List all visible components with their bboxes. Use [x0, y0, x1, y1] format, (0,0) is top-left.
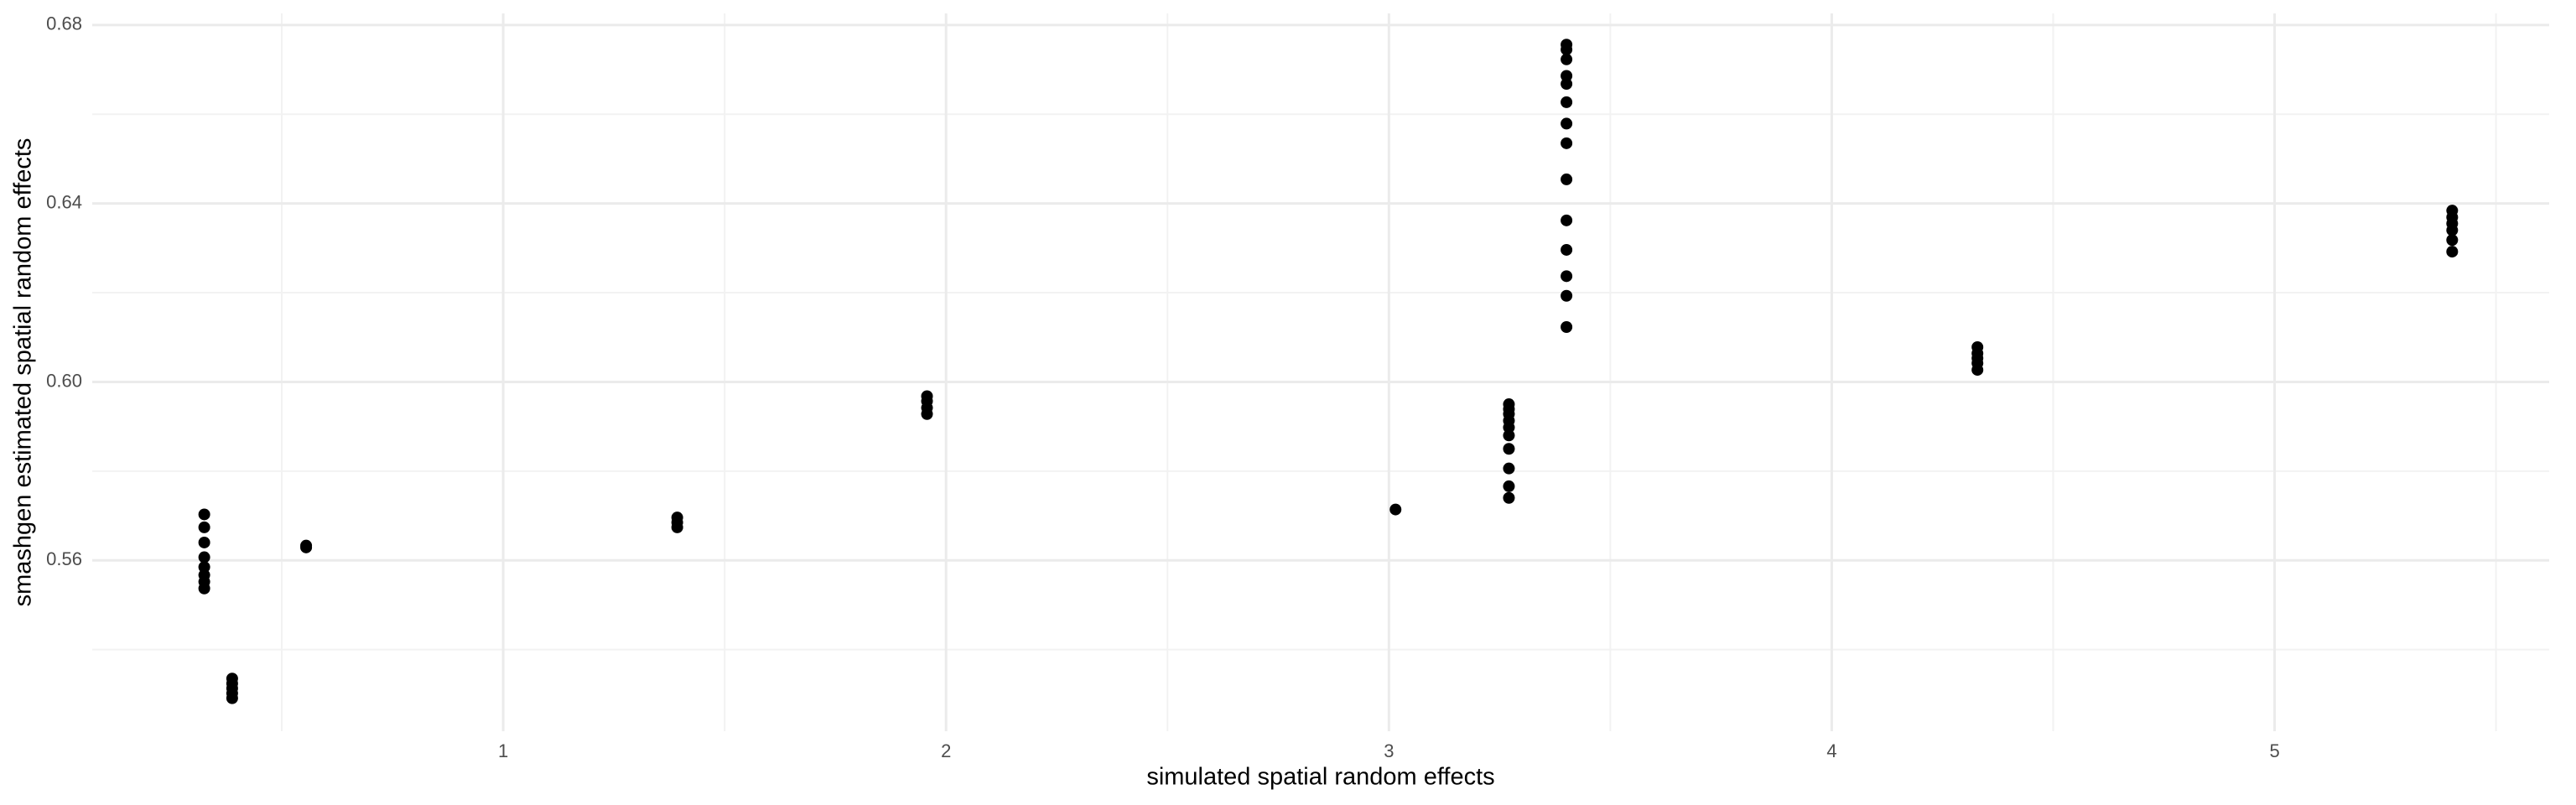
point [1561, 96, 1573, 108]
point [1561, 44, 1573, 56]
point [300, 541, 313, 553]
point [198, 561, 210, 574]
x-tick-label: 1 [498, 740, 508, 761]
y-tick-label: 0.64 [46, 191, 82, 212]
point [1503, 480, 1515, 492]
point [2446, 224, 2459, 236]
point [1561, 289, 1573, 302]
point [1503, 462, 1515, 475]
point [2446, 246, 2459, 258]
point [1561, 117, 1573, 130]
point [1503, 491, 1515, 504]
y-tick-label: 0.60 [46, 370, 82, 391]
point [1561, 321, 1573, 334]
point [1561, 137, 1573, 149]
grid [92, 13, 2549, 731]
point [1503, 421, 1515, 434]
x-tick-label: 2 [941, 740, 951, 761]
point [1561, 243, 1573, 256]
point [198, 508, 210, 521]
point [1561, 270, 1573, 283]
point [1561, 173, 1573, 185]
point [1561, 70, 1573, 82]
point [1561, 53, 1573, 65]
point [226, 692, 238, 704]
y-axis-title: smashgen estimated spatial random effect… [10, 138, 37, 607]
point [198, 582, 210, 595]
y-tick-label: 0.56 [46, 548, 82, 569]
point [1561, 78, 1573, 91]
point [198, 536, 210, 548]
x-tick-label: 5 [2269, 740, 2279, 761]
y-tick-label: 0.68 [46, 13, 82, 34]
point [1503, 443, 1515, 455]
point [1561, 214, 1573, 226]
point [671, 521, 683, 533]
x-tick-label: 4 [1826, 740, 1836, 761]
point [1971, 364, 1984, 377]
x-tick-label: 3 [1384, 740, 1394, 761]
point [1389, 503, 1402, 516]
point [198, 551, 210, 564]
point [198, 521, 210, 533]
x-axis-title: simulated spatial random effects [1146, 764, 1494, 791]
point [1503, 429, 1515, 442]
point [921, 408, 933, 420]
point [2446, 234, 2459, 247]
